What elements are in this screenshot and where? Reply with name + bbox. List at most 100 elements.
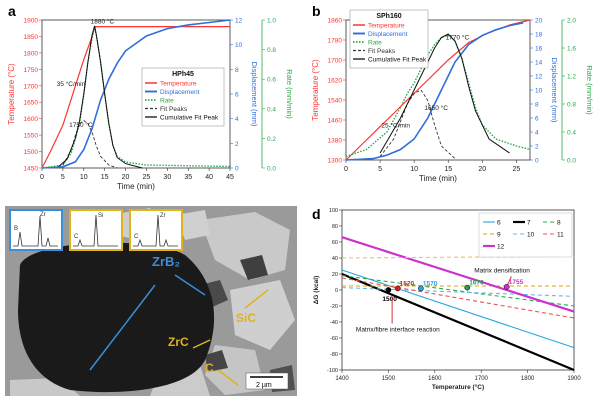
- edx-peak-label: Zr: [40, 212, 46, 218]
- y-left-tick-label: 1540: [328, 98, 343, 105]
- y-rate-tick-label: 2.0: [567, 18, 576, 25]
- x-tick-label: 20: [122, 174, 130, 181]
- y-tick-label: 40: [332, 256, 338, 262]
- y-disp-tick-label: 10: [535, 88, 543, 95]
- legend-entry: 10: [527, 232, 535, 239]
- y-disp-tick-label: 16: [535, 46, 543, 53]
- y-disp-axis-label: Displacement (mm): [550, 57, 559, 123]
- edx-peak-label: Si: [98, 213, 103, 219]
- annotation-onset-temp: 1650 °C: [424, 104, 448, 112]
- y-rate-tick-label: 0.2: [267, 136, 276, 143]
- sem-micrograph: B Zr C Si C Zr ZrB₂ SiC ZrC C 2 µm: [5, 206, 297, 396]
- x-tick-label: 20: [478, 166, 486, 173]
- transition-point: [385, 287, 392, 293]
- edx-peak-label: Zr: [160, 213, 166, 219]
- y-rate-tick-label: 0.8: [567, 102, 576, 109]
- y-disp-tick-label: 2: [535, 144, 539, 151]
- legend-entry: Cumulative Fit Peak: [160, 115, 219, 122]
- legend-entry: 12: [497, 244, 505, 251]
- y-rate-axis-label: Rate (mm/min): [585, 65, 594, 115]
- x-tick-label: 0: [344, 166, 348, 173]
- x-tick-label: 40: [205, 174, 213, 181]
- legend-entry: Fit Peaks: [160, 106, 188, 113]
- y-rate-tick-label: 0.6: [267, 77, 276, 84]
- legend-entry: Fit Peaks: [368, 48, 396, 55]
- transition-point-label: 1670: [469, 280, 484, 287]
- y-rate-tick-label: 0.0: [267, 166, 276, 173]
- series-displacement: [345, 22, 524, 161]
- legend-entry: 7: [527, 220, 531, 227]
- legend-entry: Temperature: [160, 81, 197, 88]
- transition-point: [418, 285, 424, 292]
- annotation-arrow: [507, 276, 512, 285]
- x-tick-label: 25: [512, 166, 520, 173]
- y-disp-tick-label: 0: [535, 158, 539, 165]
- x-tick-label: 5: [61, 174, 65, 181]
- y-tick-label: 20: [332, 272, 338, 278]
- y-left-tick-label: 1600: [24, 116, 39, 123]
- y-left-tick-label: 1750: [24, 67, 39, 74]
- y-disp-tick-label: 8: [235, 67, 239, 74]
- x-tick-label: 10: [410, 166, 418, 173]
- x-tick-label: 1600: [428, 376, 442, 382]
- annotation-interface-reaction: Matrix/fibre interface reaction: [356, 327, 440, 334]
- legend-box: [478, 212, 573, 258]
- edx-inset-1: B Zr: [9, 209, 63, 251]
- series-fit-peaks: [62, 120, 118, 169]
- x-axis-label: Temperature (°C): [432, 383, 484, 391]
- y-left-tick-label: 1500: [24, 149, 39, 156]
- sem-grain: [200, 212, 290, 280]
- y-tick-label: -80: [330, 352, 338, 358]
- edx-inset-2: C Si: [69, 209, 123, 251]
- series-line-11: [341, 277, 575, 319]
- x-axis-label: Time (min): [117, 182, 155, 191]
- y-left-tick-label: 1380: [328, 138, 343, 145]
- series-fit-peaks: [379, 89, 456, 159]
- y-disp-tick-label: 12: [235, 18, 243, 25]
- x-tick-label: 5: [378, 166, 382, 173]
- edx-peak-label: C: [134, 234, 139, 240]
- edx-inset-3: C Zr: [129, 209, 183, 251]
- fibre-cross-section: [18, 242, 215, 393]
- legend-title: HPh45: [172, 71, 194, 78]
- legend-box: [141, 67, 225, 127]
- x-tick-label: 1400: [335, 376, 349, 382]
- y-rate-axis-label: Rate (mm/min): [285, 69, 294, 119]
- y-tick-label: -100: [327, 368, 338, 374]
- y-disp-axis-label: Displacement (mm): [250, 61, 259, 127]
- y-left-tick-label: 1650: [24, 100, 39, 107]
- y-disp-tick-label: 4: [235, 116, 239, 123]
- x-tick-label: 45: [226, 174, 234, 181]
- x-tick-label: 1800: [521, 376, 535, 382]
- x-tick-label: 1900: [567, 376, 581, 382]
- sem-dark-phase: [240, 255, 268, 280]
- series-line-10: [341, 287, 575, 297]
- x-tick-label: 0: [40, 174, 44, 181]
- legend-entry: Displacement: [368, 31, 408, 38]
- series-cumulative-fit-peak: [379, 33, 510, 154]
- annotation-peak-temp: 1880 °C: [91, 18, 115, 26]
- legend-entry: Rate: [368, 40, 382, 47]
- y-disp-tick-label: 12: [535, 74, 543, 81]
- edx-peak-label: B: [14, 226, 18, 232]
- sem-grain: [230, 280, 295, 350]
- y-disp-tick-label: 8: [535, 102, 539, 109]
- x-axis-label: Time (min): [419, 174, 457, 183]
- x-tick-label: 25: [143, 174, 151, 181]
- y-disp-tick-label: 6: [535, 116, 539, 123]
- y-left-axis-label: Temperature (°C): [311, 59, 320, 121]
- y-disp-tick-label: 0: [235, 166, 239, 173]
- legend-entry: Temperature: [368, 23, 405, 30]
- series-cumulative-fit-peak: [58, 25, 143, 169]
- y-left-tick-label: 1800: [24, 50, 39, 57]
- y-tick-label: -60: [330, 336, 338, 342]
- series-line-6: [341, 269, 575, 349]
- sem-dark-phase: [205, 350, 228, 372]
- series-line-8: [341, 275, 575, 307]
- x-tick-label: 10: [80, 174, 88, 181]
- panel-label-b: b: [312, 3, 321, 19]
- y-tick-label: 0: [335, 288, 338, 294]
- annotation-heating-rate: 25 °C/min: [381, 122, 410, 130]
- x-tick-label: 1700: [475, 376, 489, 382]
- y-left-tick-label: 1550: [24, 133, 39, 140]
